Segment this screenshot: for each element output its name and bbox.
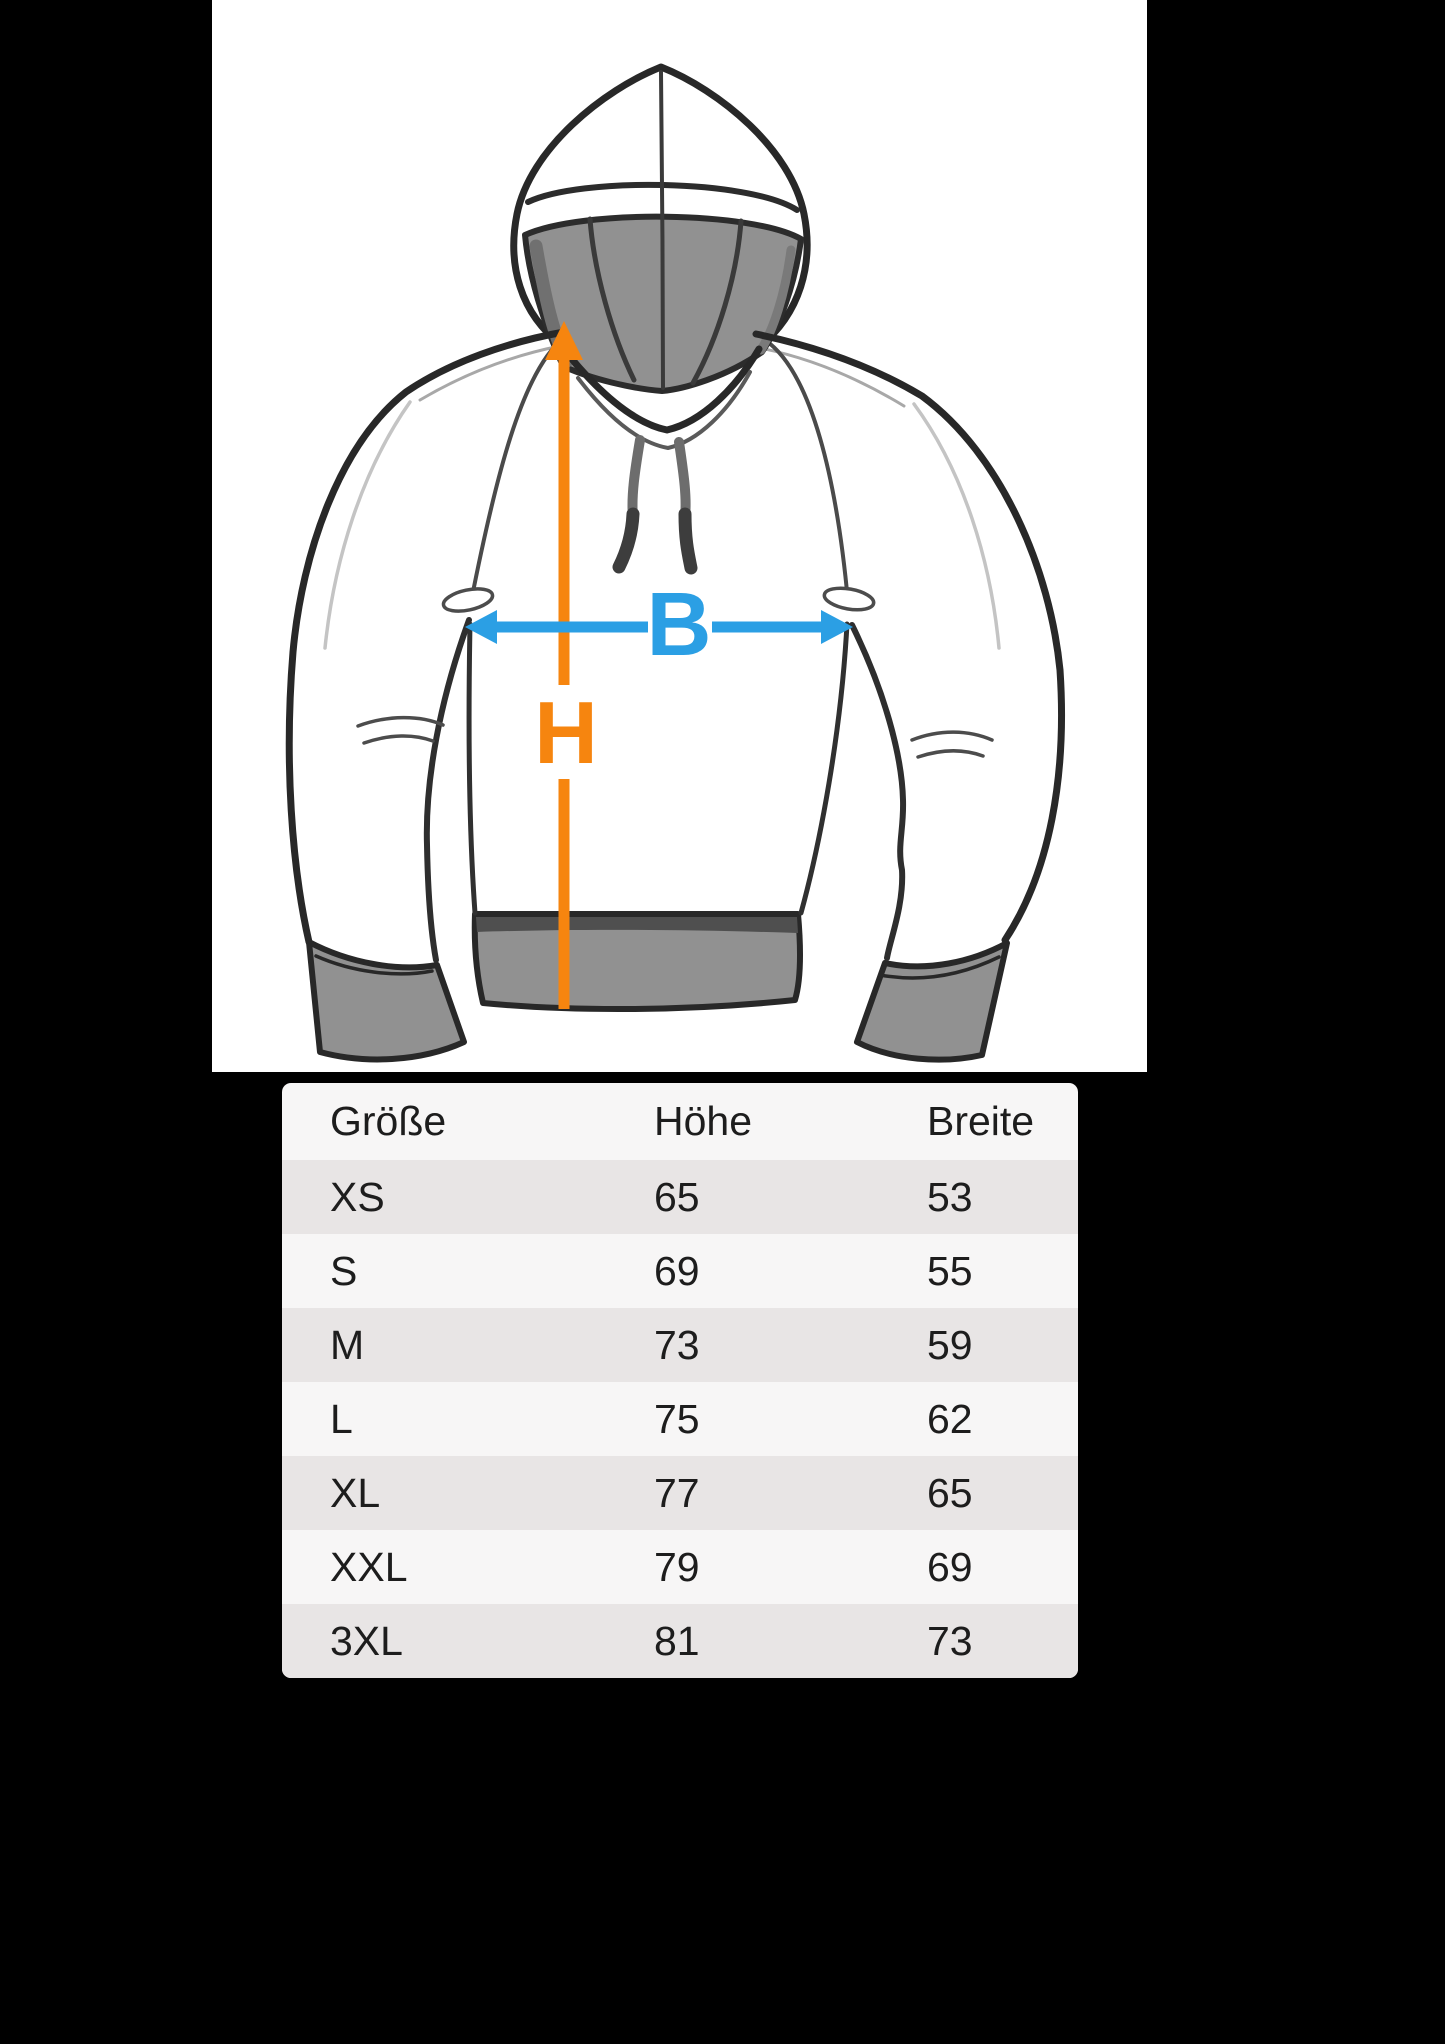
height-arrow-shaft-bottom bbox=[558, 779, 570, 1009]
cell-height: 73 bbox=[654, 1321, 700, 1368]
cell-size: XS bbox=[330, 1173, 385, 1220]
table-row-3xl: 3XL 81 73 bbox=[282, 1604, 1078, 1678]
waistband-top-rib bbox=[476, 917, 798, 933]
width-arrow-bar-right bbox=[712, 621, 824, 633]
cell-width: 73 bbox=[927, 1617, 973, 1664]
cuff-right bbox=[854, 940, 1010, 1063]
drawstring-tip-right bbox=[678, 507, 698, 575]
hood-inner-seam-right bbox=[690, 218, 744, 386]
cell-height: 69 bbox=[654, 1247, 700, 1294]
cuff-left bbox=[306, 939, 467, 1063]
width-arrowhead-left bbox=[465, 610, 497, 644]
table-row-m: M 73 59 bbox=[282, 1308, 1078, 1382]
cell-size: XL bbox=[330, 1469, 381, 1516]
cuff-seam-right bbox=[878, 955, 1001, 980]
sleeve-inner-left bbox=[423, 617, 472, 963]
cell-height: 77 bbox=[654, 1469, 700, 1516]
table-row-xl: XL 77 65 bbox=[282, 1456, 1078, 1530]
hoodie-diagram-panel: H B bbox=[212, 0, 1147, 1072]
hood-interior-shade-right bbox=[756, 245, 796, 355]
drawstring-left bbox=[627, 435, 645, 522]
cell-size: S bbox=[330, 1247, 358, 1294]
width-arrow-bar-left bbox=[494, 621, 648, 633]
col-header-width: Breite bbox=[927, 1098, 1035, 1144]
hood-inner-seam-left bbox=[587, 216, 637, 383]
cell-height: 65 bbox=[654, 1173, 700, 1220]
hood-outline bbox=[510, 63, 811, 351]
drawstring-tip-left bbox=[612, 507, 640, 574]
sleeve-inner-right bbox=[849, 622, 907, 961]
size-table: Größe Höhe Breite XS 65 53 S 69 55 M 73 … bbox=[282, 1083, 1078, 1678]
raglan-seam-right bbox=[763, 338, 850, 604]
sleeve-shading-right bbox=[912, 402, 1001, 650]
cell-width: 62 bbox=[927, 1395, 973, 1442]
elbow-mark-left bbox=[356, 715, 445, 745]
cell-width: 69 bbox=[927, 1543, 973, 1590]
table-row-l: L 75 62 bbox=[282, 1382, 1078, 1456]
cell-height: 81 bbox=[654, 1617, 700, 1664]
armpit-curl-left bbox=[441, 587, 495, 613]
elbow-mark-right bbox=[910, 730, 994, 759]
cell-size: L bbox=[330, 1395, 353, 1442]
cell-width: 59 bbox=[927, 1321, 973, 1368]
armpit-curl-right bbox=[822, 586, 876, 612]
sleeve-outer-left bbox=[285, 328, 568, 946]
shoulder-echo-left bbox=[418, 344, 562, 402]
size-table-header-row: Größe Höhe Breite bbox=[282, 1083, 1078, 1160]
drawstring-right bbox=[674, 437, 691, 522]
table-row-s: S 69 55 bbox=[282, 1234, 1078, 1308]
width-label: B bbox=[647, 575, 712, 675]
cell-size: M bbox=[330, 1321, 365, 1368]
width-arrow: B bbox=[465, 575, 853, 675]
hood-center-seam bbox=[659, 70, 665, 390]
hood-chin-outline bbox=[558, 343, 763, 434]
neckline-inner bbox=[576, 370, 752, 450]
cell-width: 65 bbox=[927, 1469, 973, 1516]
cuff-seam-left bbox=[314, 954, 434, 976]
cell-size: 3XL bbox=[330, 1617, 403, 1664]
height-arrow-shaft-top bbox=[558, 355, 570, 685]
col-header-height: Höhe bbox=[654, 1098, 753, 1144]
raglan-seam-left bbox=[469, 336, 566, 604]
sleeve-shading-left bbox=[323, 400, 412, 650]
body-seam-left bbox=[466, 621, 478, 916]
drawstrings bbox=[612, 435, 698, 575]
cell-height: 75 bbox=[654, 1395, 700, 1442]
cell-height: 79 bbox=[654, 1543, 700, 1590]
height-arrow: H bbox=[534, 321, 598, 1009]
body-seam-right bbox=[798, 621, 850, 916]
cell-width: 53 bbox=[927, 1173, 973, 1220]
waistband bbox=[471, 911, 803, 1012]
cell-size: XXL bbox=[330, 1543, 408, 1590]
col-header-size: Größe bbox=[330, 1098, 447, 1144]
hoodie-diagram: H B bbox=[285, 63, 1065, 1063]
table-row-xs: XS 65 53 bbox=[282, 1160, 1078, 1234]
width-arrowhead-right bbox=[821, 610, 853, 644]
height-arrowhead bbox=[545, 321, 583, 360]
table-row-xxl: XXL 79 69 bbox=[282, 1530, 1078, 1604]
cell-width: 55 bbox=[927, 1247, 973, 1294]
height-label: H bbox=[534, 683, 598, 782]
sleeve-outer-right bbox=[752, 330, 1065, 944]
